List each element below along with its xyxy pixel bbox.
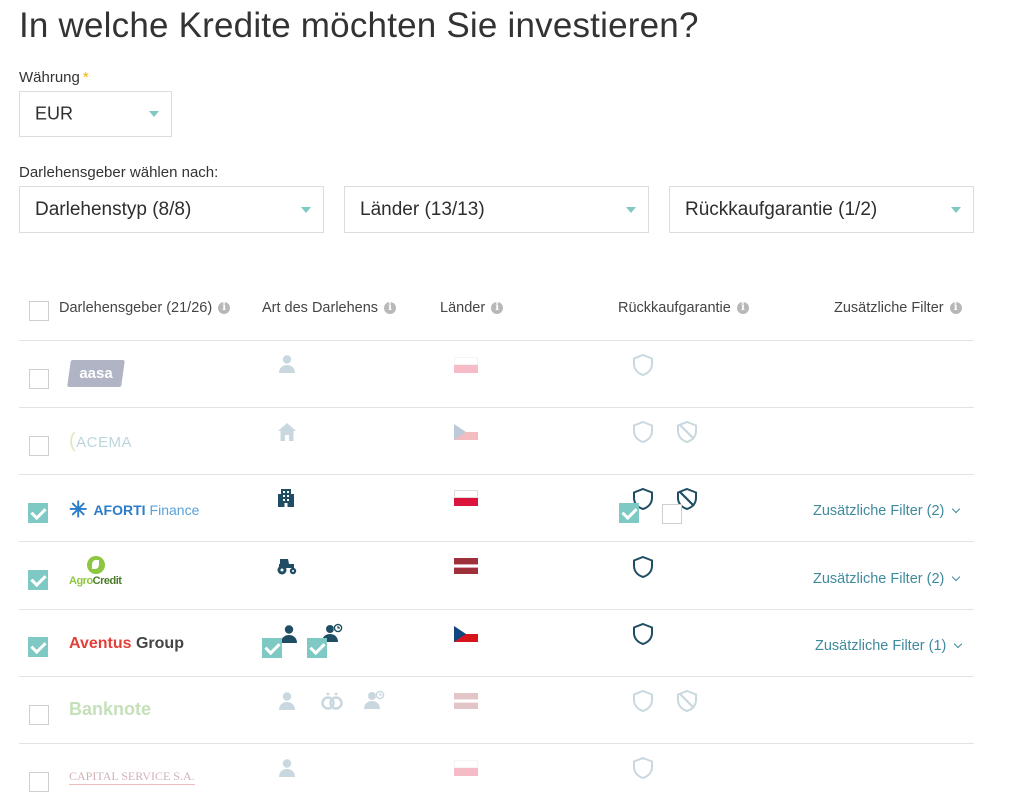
extra-filters-link[interactable]: Zusätzliche Filter (1) <box>815 638 963 654</box>
required-mark: * <box>82 69 89 86</box>
countries-select[interactable]: Länder (13/13) <box>344 186 649 233</box>
select-all-checkbox[interactable] <box>29 301 49 321</box>
header-countries: Länder i <box>440 300 504 316</box>
chevron-down-icon <box>952 572 961 582</box>
loan-type-checkbox-checked[interactable] <box>262 638 282 658</box>
row-checkbox[interactable] <box>29 436 49 456</box>
chevron-down-icon <box>301 206 311 213</box>
row-divider <box>19 676 974 677</box>
aforti-mark-icon: ✳ <box>69 497 88 522</box>
page-title: In welche Kredite möchten Sie investiere… <box>19 6 699 45</box>
flag-latvia-icon <box>454 693 478 709</box>
lender-logo-capital-service: CAPITAL SERVICE S.A. <box>69 769 195 785</box>
row-checkbox-checked[interactable] <box>28 570 48 590</box>
person-icon <box>277 354 297 374</box>
lender-logo-acema: (ACEMA <box>69 430 133 452</box>
loan-type-select-value: Darlehenstyp (8/8) <box>35 198 192 220</box>
loan-type-select[interactable]: Darlehenstyp (8/8) <box>19 186 324 233</box>
row-checkbox[interactable] <box>29 772 49 792</box>
house-icon <box>277 422 297 442</box>
chevron-down-icon <box>954 639 963 649</box>
info-icon[interactable]: i <box>736 302 749 314</box>
person-clock-icon <box>364 690 386 710</box>
buyback-select[interactable]: Rückkaufgarantie (1/2) <box>669 186 974 233</box>
lender-logo-aventus: Aventus Group <box>69 635 184 652</box>
flag-latvia-icon <box>454 558 478 574</box>
tractor-icon <box>276 556 298 576</box>
currency-label: Währung * <box>19 69 89 86</box>
currency-select-value: EUR <box>35 103 74 124</box>
flag-poland-icon <box>454 357 478 373</box>
lender-logo-banknote: Banknote <box>69 699 152 719</box>
row-checkbox-checked[interactable] <box>28 637 48 657</box>
info-icon[interactable]: i <box>491 302 504 314</box>
header-extra-filters: Zusätzliche Filter i <box>834 300 962 316</box>
chevron-down-icon <box>149 111 159 117</box>
person-icon <box>279 624 299 644</box>
currency-select[interactable]: EUR <box>19 91 172 137</box>
extra-filters-link[interactable]: Zusätzliche Filter (2) <box>813 503 961 519</box>
header-lender: Darlehensgeber (21/26) i <box>59 300 231 316</box>
row-checkbox-checked[interactable] <box>28 503 48 523</box>
shield-icon <box>631 756 655 780</box>
shield-icon <box>631 420 655 444</box>
lender-logo-agrocredit: AgroCredit <box>69 556 129 590</box>
header-loan-type: Art des Darlehens i <box>262 300 397 316</box>
row-checkbox[interactable] <box>29 369 49 389</box>
agro-leaf-icon <box>87 556 105 574</box>
buyback-select-value: Rückkaufgarantie (1/2) <box>685 198 878 220</box>
row-divider <box>19 609 974 610</box>
flag-poland-icon <box>454 760 478 776</box>
info-icon[interactable]: i <box>384 302 397 314</box>
row-divider <box>19 340 974 341</box>
row-divider <box>19 407 974 408</box>
building-icon <box>276 488 296 508</box>
header-buyback: Rückkaufgarantie i <box>618 300 749 316</box>
countries-select-value: Länder (13/13) <box>360 198 485 220</box>
lender-logo-aforti: ✳ AFORTI Finance <box>69 497 200 522</box>
shield-slashed-icon <box>675 420 699 444</box>
row-divider <box>19 743 974 744</box>
row-divider <box>19 474 974 475</box>
info-icon[interactable]: i <box>218 302 231 314</box>
shield-icon <box>631 555 655 579</box>
buyback-checkbox-checked[interactable] <box>619 503 639 523</box>
chevron-down-icon <box>952 504 961 514</box>
rings-icon <box>320 691 344 711</box>
lender-logo-aasa: aasa <box>67 360 125 387</box>
chevron-down-icon <box>951 206 961 213</box>
flag-poland-icon <box>454 490 478 506</box>
extra-filters-link[interactable]: Zusätzliche Filter (2) <box>813 571 961 587</box>
loan-type-checkbox-checked[interactable] <box>307 638 327 658</box>
row-checkbox[interactable] <box>29 705 49 725</box>
person-icon <box>277 758 297 778</box>
flag-czech-icon <box>454 626 478 642</box>
shield-slashed-icon <box>675 689 699 713</box>
shield-icon <box>631 353 655 377</box>
row-divider <box>19 541 974 542</box>
person-icon <box>277 691 297 711</box>
shield-icon <box>631 622 655 646</box>
chevron-down-icon <box>626 206 636 213</box>
lender-filter-label: Darlehensgeber wählen nach: <box>19 164 219 181</box>
shield-icon <box>631 689 655 713</box>
info-icon[interactable]: i <box>949 302 962 314</box>
no-buyback-checkbox[interactable] <box>662 504 682 524</box>
flag-czech-icon <box>454 424 478 440</box>
